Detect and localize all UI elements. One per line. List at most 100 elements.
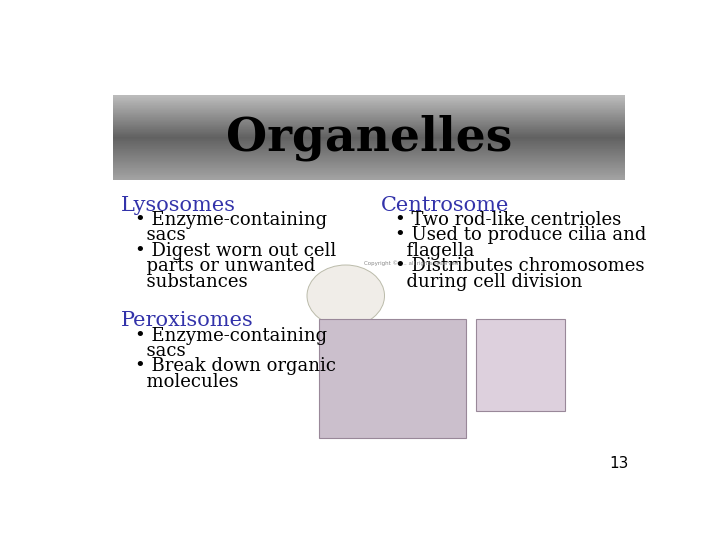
Bar (113, 173, 625, 174)
Text: • Enzyme-containing: • Enzyme-containing (135, 211, 327, 229)
Text: flagella: flagella (395, 242, 474, 260)
Bar (113, 119, 625, 120)
Text: • Distributes chromosomes: • Distributes chromosomes (395, 257, 644, 275)
Bar (113, 140, 625, 141)
Bar (113, 165, 625, 166)
Bar (113, 148, 625, 149)
Bar (113, 110, 625, 111)
Bar (113, 162, 625, 164)
Text: Centrosome: Centrosome (381, 195, 509, 215)
Bar (113, 124, 625, 125)
Bar (113, 131, 625, 132)
Bar (113, 146, 625, 147)
Bar (113, 105, 625, 106)
Bar (113, 159, 625, 160)
Bar (113, 152, 625, 153)
Bar (113, 122, 625, 123)
Bar (113, 106, 625, 107)
Bar (113, 107, 625, 109)
Bar (113, 158, 625, 159)
Bar (113, 108, 625, 109)
Bar (113, 111, 625, 112)
Bar (113, 123, 625, 124)
Text: during cell division: during cell division (395, 273, 582, 291)
Bar (113, 96, 625, 97)
Bar (113, 176, 625, 177)
Text: • Used to produce cilia and: • Used to produce cilia and (395, 226, 646, 245)
Bar (113, 166, 625, 167)
Text: sacs: sacs (135, 342, 186, 360)
Bar (113, 138, 625, 139)
Bar (113, 172, 625, 173)
Bar (113, 104, 625, 105)
Bar (113, 173, 625, 174)
Bar (113, 117, 625, 118)
Bar (113, 147, 625, 148)
Bar (113, 112, 625, 113)
Text: molecules: molecules (135, 373, 238, 391)
Bar (113, 109, 625, 110)
Bar (113, 154, 625, 156)
Text: Copyright ©  ... all rights reserved.: Copyright © ... all rights reserved. (364, 261, 459, 266)
Bar (113, 120, 625, 122)
Bar (113, 145, 625, 146)
Bar (113, 106, 625, 107)
Bar (113, 144, 625, 145)
Bar (113, 154, 625, 155)
Bar (113, 142, 625, 143)
Bar (113, 104, 625, 105)
Bar (113, 129, 625, 130)
Bar (113, 116, 625, 117)
Bar (113, 109, 625, 110)
Bar (113, 147, 625, 149)
Text: parts or unwanted: parts or unwanted (135, 257, 315, 275)
Bar (113, 175, 625, 176)
Bar (113, 145, 625, 146)
Bar (113, 135, 625, 136)
Bar (113, 126, 625, 127)
Bar (113, 136, 625, 137)
Bar (113, 103, 625, 104)
Bar (113, 100, 625, 101)
Text: sacs: sacs (135, 226, 186, 245)
Bar (113, 143, 625, 144)
Bar (113, 101, 625, 102)
Bar (113, 177, 625, 178)
Text: Lysosomes: Lysosomes (121, 195, 236, 215)
Bar (113, 127, 625, 129)
Bar (113, 133, 625, 134)
Bar (113, 140, 625, 141)
Bar (113, 132, 625, 133)
Bar (113, 118, 625, 119)
Text: • Enzyme-containing: • Enzyme-containing (135, 327, 327, 345)
Bar (476, 319, 565, 411)
Bar (113, 111, 625, 112)
Bar (113, 99, 625, 100)
Bar (113, 153, 625, 154)
Bar (113, 97, 625, 98)
Text: Organelles: Organelles (226, 114, 512, 161)
Bar (113, 143, 625, 144)
Bar (113, 157, 625, 158)
Bar (113, 161, 625, 162)
Bar (113, 167, 625, 168)
Bar (113, 131, 625, 132)
Bar (113, 139, 625, 140)
Bar (113, 150, 625, 151)
Bar (113, 127, 625, 128)
Text: • Break down organic: • Break down organic (135, 357, 336, 375)
Bar (113, 99, 625, 100)
Bar (113, 149, 625, 150)
Bar (319, 319, 466, 438)
Bar (113, 155, 625, 156)
Bar (113, 179, 625, 180)
Bar (113, 156, 625, 157)
Bar (113, 178, 625, 179)
Bar (113, 138, 625, 139)
Bar (113, 150, 625, 151)
Bar (113, 160, 625, 161)
Bar (113, 102, 625, 103)
Bar (113, 157, 625, 158)
Bar (113, 120, 625, 121)
Bar (113, 117, 625, 118)
